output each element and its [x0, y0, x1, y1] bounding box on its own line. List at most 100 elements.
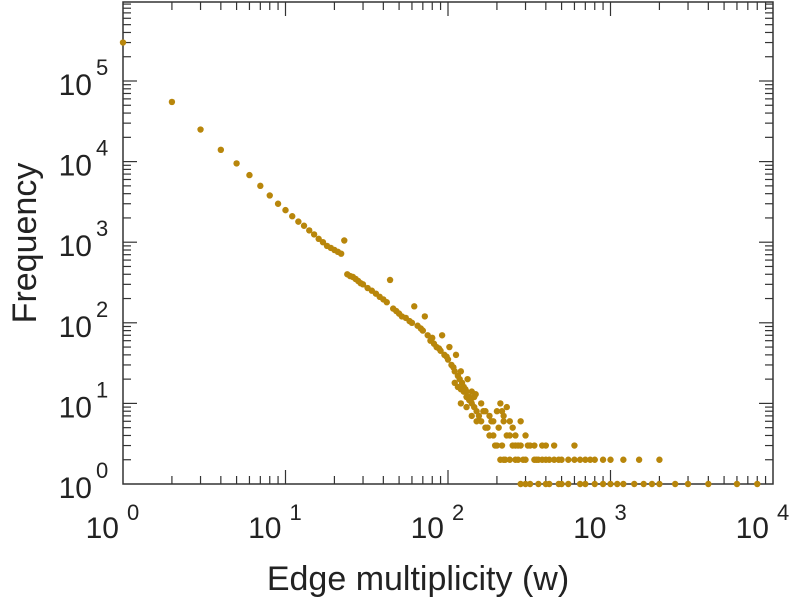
data-point [656, 480, 663, 488]
data-point [465, 396, 473, 404]
data-point [119, 39, 127, 46]
data-point [341, 237, 348, 244]
data-point [599, 456, 607, 463]
x-tick-base: 10 [86, 512, 119, 545]
data-point [495, 424, 502, 431]
data-point [457, 400, 465, 407]
data-point [471, 393, 478, 401]
data-point [217, 146, 225, 154]
data-point [635, 456, 643, 463]
x-tick-exponent: 4 [777, 500, 789, 525]
data-point [517, 480, 524, 488]
data-point [477, 418, 485, 425]
y-tick-base: 10 [59, 69, 92, 102]
y-tick-base: 10 [59, 230, 92, 263]
data-point [300, 222, 308, 229]
data-point [558, 456, 565, 463]
data-point [754, 480, 761, 488]
data-point [463, 403, 470, 411]
data-point [306, 227, 313, 234]
y-tick-label: 101 [59, 377, 109, 424]
data-points [119, 39, 761, 488]
data-point [607, 456, 614, 463]
data-point [587, 456, 594, 463]
y-tick-label: 100 [59, 458, 109, 505]
data-point [282, 206, 289, 214]
data-point [266, 192, 273, 199]
data-point [500, 418, 507, 425]
data-point [582, 456, 589, 463]
data-point [497, 400, 504, 407]
data-point [576, 480, 584, 488]
x-tick-label: 10 4 [736, 500, 790, 545]
data-point [550, 456, 558, 463]
data-point [386, 276, 394, 284]
x-tick-label: 10 2 [411, 500, 465, 545]
x-axis-title: Edge multiplicity (w) [267, 560, 569, 598]
plot-frame [122, 1, 774, 485]
data-point [490, 418, 497, 425]
data-point [468, 388, 475, 395]
data-point [656, 456, 663, 463]
data-point [565, 480, 572, 488]
x-tick-exponent: 1 [290, 500, 302, 525]
data-point [233, 160, 240, 167]
data-point [512, 432, 519, 439]
data-point [451, 368, 458, 375]
data-point [550, 442, 558, 449]
y-tick-label: 105 [59, 55, 109, 102]
data-point [509, 424, 516, 431]
x-tick-exponent: 0 [127, 500, 139, 525]
data-point [526, 480, 534, 488]
data-point [506, 456, 513, 463]
data-point [473, 418, 480, 425]
x-tick-labels: 10 0 10 1 10 2 10 3 10 4 [86, 500, 790, 545]
data-point [490, 432, 497, 439]
data-point [437, 347, 444, 354]
data-point [446, 343, 453, 351]
x-tick-base: 10 [573, 512, 606, 545]
data-point [614, 480, 621, 488]
data-point [531, 442, 538, 449]
data-point [582, 480, 589, 488]
data-point [631, 480, 638, 488]
data-point [733, 480, 741, 488]
data-point [486, 412, 493, 420]
data-point [337, 250, 345, 257]
y-tick-exponent: 0 [96, 458, 108, 483]
data-point [517, 442, 524, 449]
data-point [295, 218, 302, 225]
x-tick-base: 10 [736, 512, 769, 545]
x-tick-label: 10 1 [248, 500, 302, 545]
y-tick-base: 10 [59, 391, 92, 424]
data-point [197, 126, 204, 133]
y-tick-base: 10 [59, 472, 92, 505]
x-tick-label: 10 0 [86, 500, 140, 545]
x-tick-exponent: 2 [452, 500, 464, 525]
data-point [468, 412, 475, 420]
data-point [500, 412, 507, 420]
data-point [438, 332, 446, 339]
data-point [452, 351, 460, 359]
data-point [522, 432, 529, 439]
data-point [607, 480, 614, 488]
data-point [319, 239, 327, 246]
data-point [502, 456, 509, 463]
data-point [310, 231, 318, 238]
y-tick-label: 103 [59, 216, 109, 263]
data-point [477, 400, 485, 407]
y-axis-title: Frequency [6, 163, 44, 324]
data-point [535, 480, 542, 488]
data-point [599, 480, 607, 488]
y-tick-label: 104 [59, 136, 109, 183]
data-point [506, 432, 513, 439]
y-tick-label: 102 [59, 297, 109, 344]
x-tick-exponent: 3 [615, 500, 627, 525]
y-tick-exponent: 2 [96, 297, 108, 322]
data-point [421, 313, 429, 320]
data-point [383, 299, 390, 306]
data-point [429, 334, 436, 342]
data-point [571, 442, 578, 449]
